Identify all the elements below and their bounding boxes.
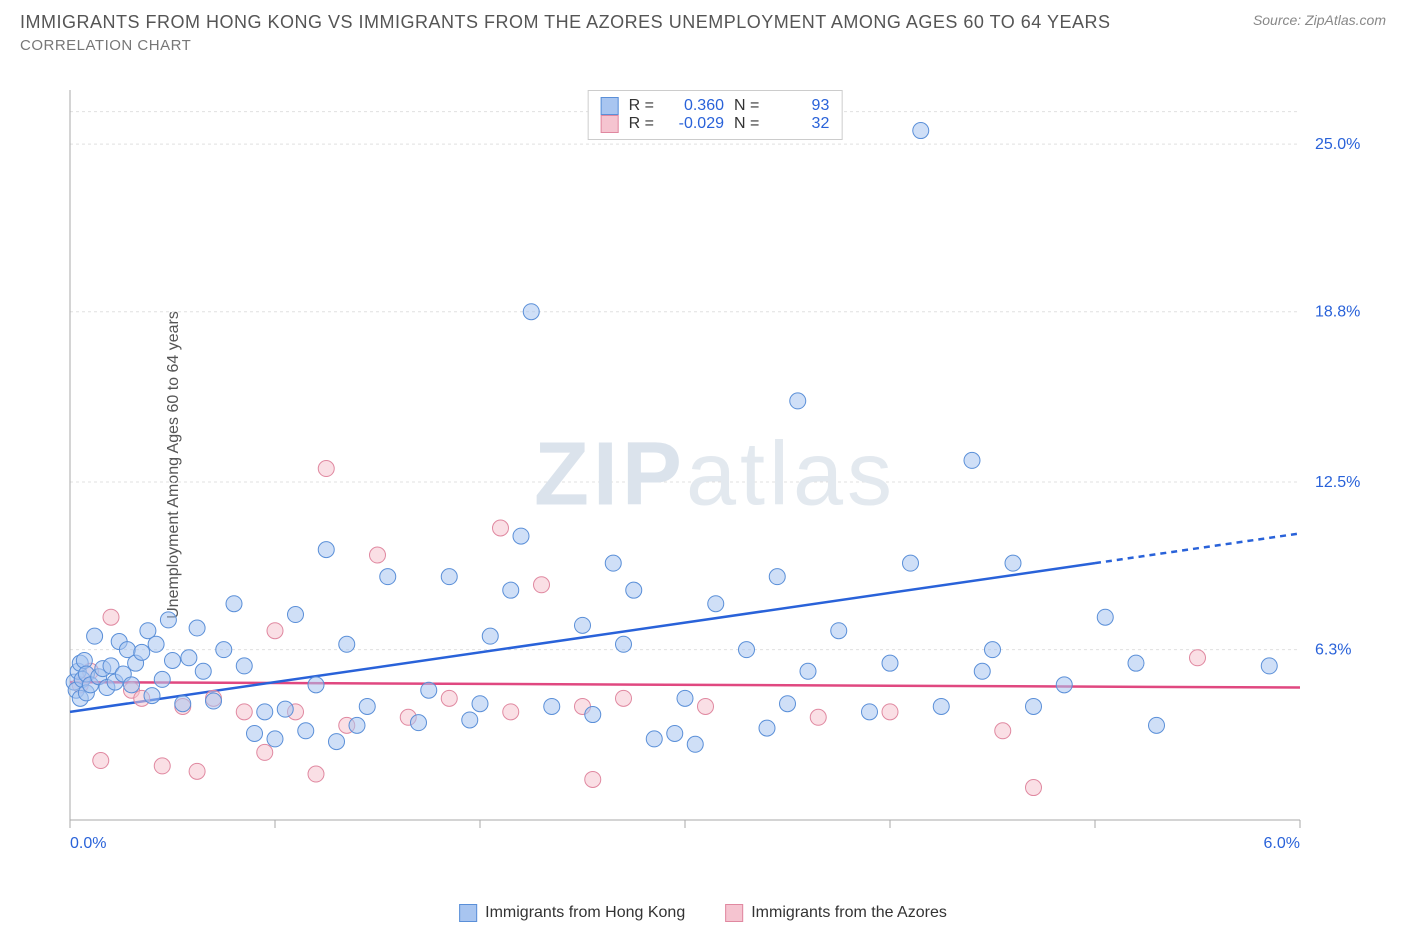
legend-r-value-1: 0.360: [664, 97, 724, 115]
series-2-name: Immigrants from the Azores: [751, 904, 947, 922]
stats-legend: R = 0.360 N = 93 R = -0.029 N = 32: [588, 90, 843, 140]
svg-text:18.8%: 18.8%: [1315, 304, 1360, 321]
scatter-svg: 6.3% 12.5% 18.8% 25.0% 0.0% 6.0%: [60, 90, 1370, 860]
swatch-azores: [601, 115, 619, 133]
svg-text:6.0%: 6.0%: [1264, 835, 1300, 852]
legend-r-label: R =: [629, 97, 654, 115]
source-attribution: Source: ZipAtlas.com: [1253, 12, 1386, 28]
chart-subtitle: CORRELATION CHART: [0, 37, 1406, 62]
legend-n-value-1: 93: [769, 97, 829, 115]
svg-text:12.5%: 12.5%: [1315, 474, 1360, 491]
svg-text:0.0%: 0.0%: [70, 835, 106, 852]
legend-row-series-1: R = 0.360 N = 93: [601, 97, 830, 115]
swatch-hong-kong: [601, 97, 619, 115]
chart-title: IMMIGRANTS FROM HONG KONG VS IMMIGRANTS …: [20, 12, 1111, 33]
legend-item-hong-kong: Immigrants from Hong Kong: [459, 904, 685, 922]
legend-item-azores: Immigrants from the Azores: [725, 904, 947, 922]
legend-n-label: N =: [734, 97, 759, 115]
series-1-name: Immigrants from Hong Kong: [485, 904, 685, 922]
legend-n-label-2: N =: [734, 115, 759, 133]
svg-text:6.3%: 6.3%: [1315, 642, 1351, 659]
legend-n-value-2: 32: [769, 115, 829, 133]
legend-row-series-2: R = -0.029 N = 32: [601, 115, 830, 133]
legend-r-label-2: R =: [629, 115, 654, 133]
bottom-legend: Immigrants from Hong Kong Immigrants fro…: [459, 904, 947, 922]
swatch-hong-kong-bottom: [459, 904, 477, 922]
swatch-azores-bottom: [725, 904, 743, 922]
svg-text:25.0%: 25.0%: [1315, 136, 1360, 153]
chart-plot-area: ZIPatlas R = 0.360 N = 93 R = -0.029 N =…: [60, 90, 1370, 860]
legend-r-value-2: -0.029: [664, 115, 724, 133]
